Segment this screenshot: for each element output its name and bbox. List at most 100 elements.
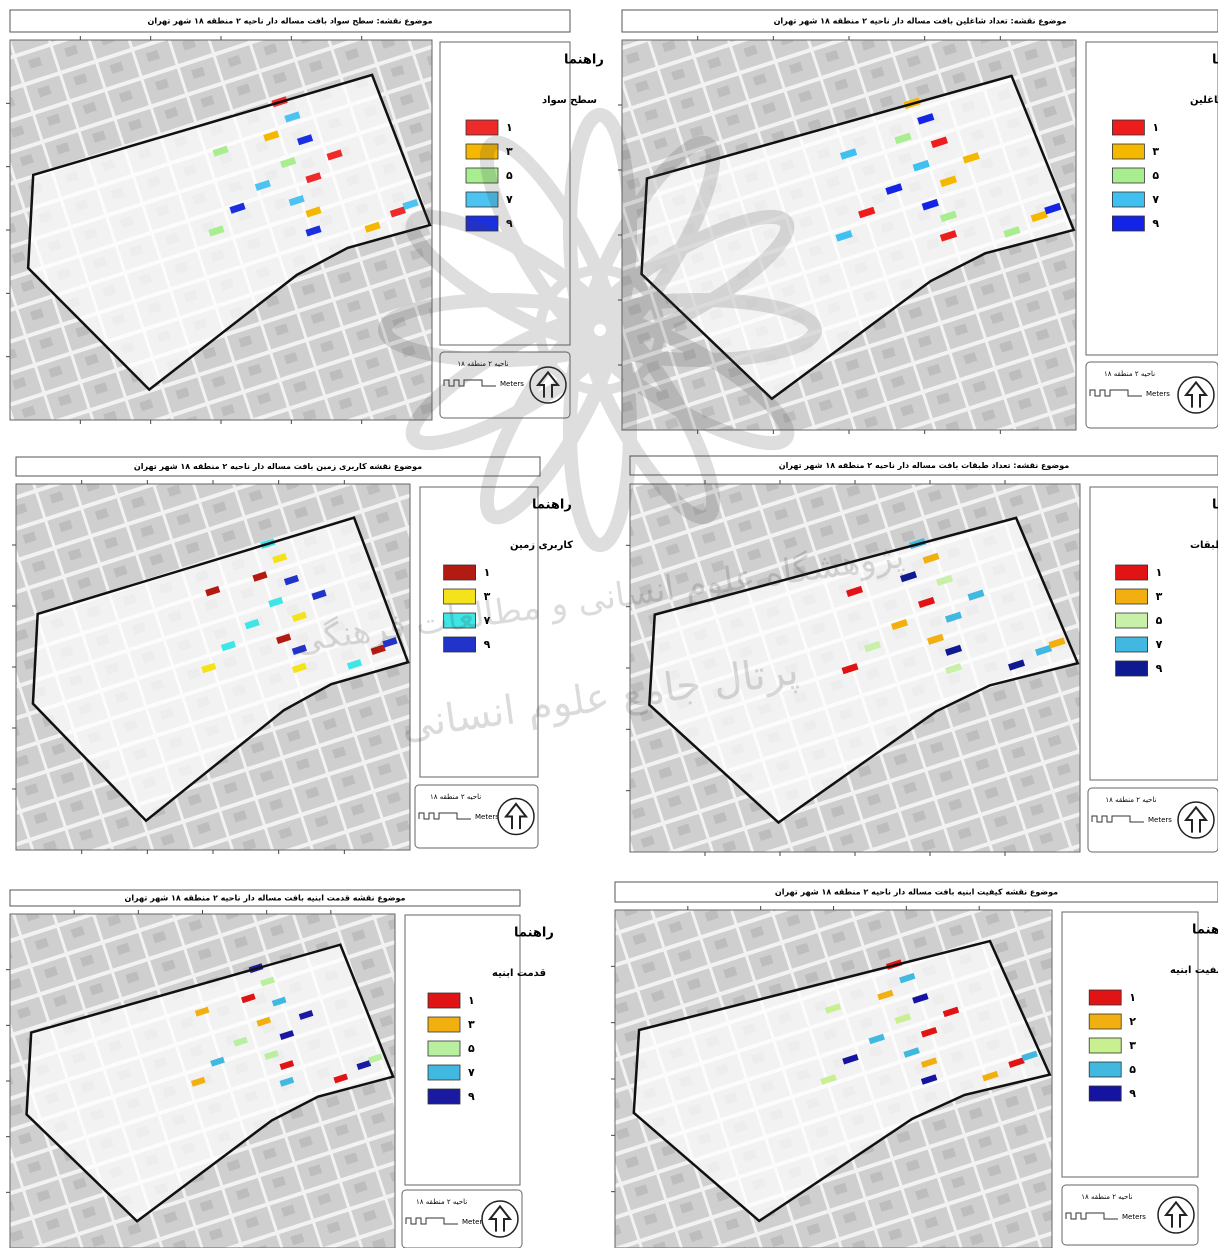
parcel <box>891 618 909 631</box>
legend-label: ۱ <box>506 121 513 134</box>
parcel <box>824 1003 842 1014</box>
parcel <box>244 618 260 630</box>
legend-swatch <box>427 1088 461 1105</box>
north-arrow-circle <box>481 1200 519 1238</box>
parcel <box>280 157 297 169</box>
north-arrow-circle <box>1177 376 1215 414</box>
legend-swatch <box>427 1064 461 1081</box>
parcel <box>291 611 307 623</box>
parcel <box>260 976 275 987</box>
parcel <box>927 633 945 645</box>
legend-swatch <box>1115 588 1148 605</box>
legend-label: ۹ <box>1156 662 1163 675</box>
legend-box <box>1085 41 1218 356</box>
legend-label: ۳ <box>484 590 491 603</box>
legend-label: ۳ <box>1129 1039 1136 1052</box>
north-arrow <box>1183 805 1209 833</box>
legend-title: کاربری زمین <box>510 540 573 551</box>
parcel <box>346 659 363 670</box>
watermark-petal <box>378 293 622 367</box>
watermark-petal <box>578 309 795 451</box>
map-title: موضوع نقشه: تعداد شاغلین بافت مساله دار … <box>774 17 1067 26</box>
parcel <box>939 175 958 188</box>
legend-heading: راهنما <box>1212 53 1218 68</box>
legend-swatch <box>443 564 477 581</box>
scale-unit: Meters <box>1146 390 1170 398</box>
scale-bar <box>1091 815 1144 823</box>
watermark-petal <box>479 135 621 352</box>
parcel <box>252 571 268 582</box>
parcel <box>402 198 419 210</box>
legend-label: ۷ <box>506 193 513 206</box>
title-box <box>15 456 541 477</box>
parcel <box>276 633 292 644</box>
scale-title: ناحیه ۲ منطقه ۱۸ <box>457 360 508 368</box>
parcel <box>920 1057 938 1068</box>
scale-box <box>439 351 571 419</box>
north-arrow <box>1183 380 1209 408</box>
legend-label: ۳ <box>506 145 513 158</box>
legend-box <box>1061 911 1199 1178</box>
parcel <box>279 1060 295 1071</box>
parcel <box>208 225 225 237</box>
watermark-core <box>535 265 665 395</box>
legend-label: ۵ <box>506 169 513 182</box>
legend-swatch <box>1112 167 1145 184</box>
legend-swatch <box>465 167 499 184</box>
north-arrow <box>535 370 561 398</box>
district-boundary <box>632 939 1052 1223</box>
legend-swatch <box>427 1040 461 1057</box>
north-arrow-circle <box>1157 1196 1195 1234</box>
north-arrow <box>1163 1200 1189 1228</box>
legend-swatch <box>1115 636 1148 653</box>
legend-label: ۳ <box>1156 590 1163 603</box>
legend-swatch <box>1088 1061 1122 1078</box>
parcel <box>229 202 246 214</box>
watermark-petal <box>405 209 622 351</box>
scale-bar <box>418 812 471 820</box>
parcel <box>1044 202 1062 215</box>
scale-unit: Meters <box>500 380 524 388</box>
parcel <box>920 1026 938 1038</box>
legend-swatch <box>465 143 499 160</box>
parcel <box>240 993 256 1004</box>
parcel <box>1030 210 1048 223</box>
parcel <box>894 132 912 145</box>
parcel <box>212 145 229 157</box>
legend-swatch <box>1088 989 1122 1006</box>
parcel <box>305 225 322 237</box>
parcel <box>835 230 853 242</box>
parcel <box>939 210 958 223</box>
north-arrow-circle <box>497 797 535 836</box>
legend-label: ۹ <box>1129 1087 1136 1100</box>
north-arrow <box>503 802 529 830</box>
parcel <box>271 996 287 1007</box>
parcel <box>296 134 314 146</box>
parcel <box>298 1010 314 1020</box>
legend-swatch <box>443 636 477 653</box>
parcel <box>1008 1057 1025 1068</box>
parcel <box>820 1074 837 1085</box>
parcel <box>1021 1050 1038 1062</box>
watermark-petal <box>578 209 795 351</box>
legend-swatch <box>465 119 499 136</box>
legend-swatch <box>1115 564 1148 581</box>
scale-unit: Meters <box>475 813 499 821</box>
parcel <box>939 230 958 242</box>
legend-swatch <box>1088 1013 1122 1030</box>
map-title: موضوع نقشه: تعداد طبقات بافت مساله دار ن… <box>779 461 1069 470</box>
map-title: موضوع نقشه کیفیت ابنیه بافت مساله دار نا… <box>775 888 1058 897</box>
parcel <box>942 1006 960 1018</box>
parcel <box>839 148 858 160</box>
parcel <box>256 1016 272 1027</box>
parcel <box>982 1070 999 1082</box>
parcel <box>930 136 949 149</box>
parcel <box>333 1073 349 1084</box>
legend-title: تعداد شاغلین <box>1190 95 1218 106</box>
parcel <box>1048 637 1066 649</box>
legend-swatch <box>465 191 499 208</box>
legend-swatch <box>443 588 477 605</box>
parcel <box>288 195 305 207</box>
legend-label: ۳ <box>468 1018 475 1031</box>
